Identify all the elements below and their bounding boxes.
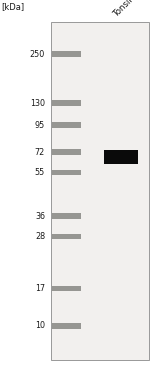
Bar — [51, 22, 148, 360]
Text: Tonsil: Tonsil — [112, 0, 135, 18]
Bar — [52, 214, 81, 219]
Bar — [52, 286, 81, 291]
Bar — [52, 323, 81, 328]
Bar — [52, 170, 81, 175]
Bar — [52, 100, 81, 106]
Bar — [52, 234, 81, 239]
Text: 28: 28 — [35, 232, 45, 241]
Bar — [52, 51, 81, 57]
Text: 55: 55 — [35, 168, 45, 177]
Text: 10: 10 — [35, 321, 45, 330]
Text: 36: 36 — [35, 212, 45, 221]
Text: 250: 250 — [30, 50, 45, 59]
Text: 17: 17 — [35, 284, 45, 293]
Text: 130: 130 — [30, 99, 45, 108]
Text: 72: 72 — [35, 148, 45, 156]
Text: 95: 95 — [35, 120, 45, 130]
Bar — [104, 150, 138, 164]
Bar — [52, 149, 81, 155]
Bar — [52, 122, 81, 128]
Text: [kDa]: [kDa] — [2, 2, 25, 11]
